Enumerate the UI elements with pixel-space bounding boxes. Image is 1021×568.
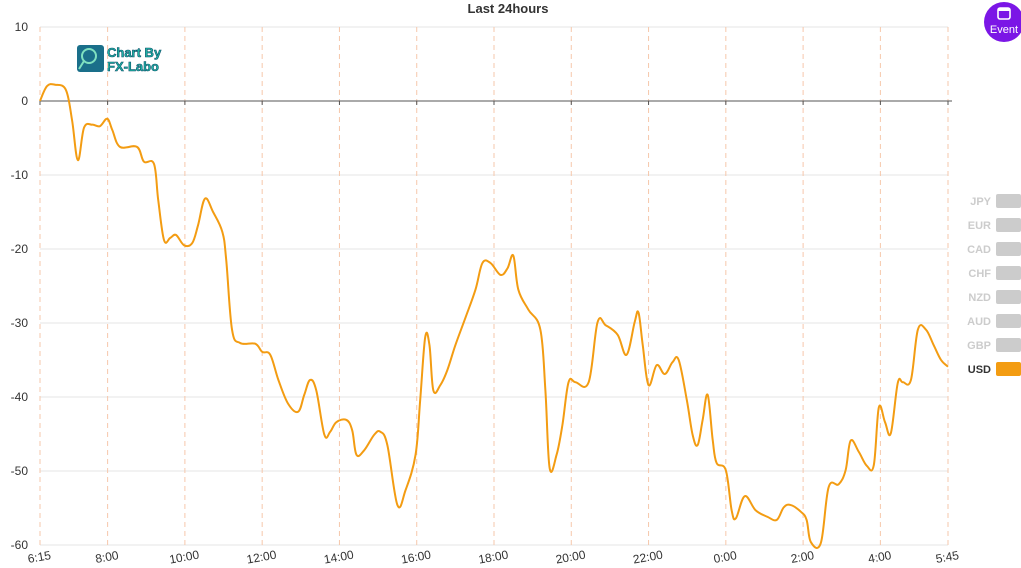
legend-swatch <box>996 242 1021 256</box>
y-tick-label: -50 <box>11 464 29 478</box>
legend-swatch <box>996 266 1021 280</box>
watermark-text: Chart By <box>107 45 162 60</box>
legend-label: GBP <box>967 340 991 352</box>
x-tick-label: 16:00 <box>400 548 432 567</box>
legend-swatch <box>996 194 1021 208</box>
x-tick-label: 4:00 <box>867 548 893 566</box>
x-tick-label: 20:00 <box>555 548 587 567</box>
y-tick-label: -60 <box>11 538 29 552</box>
event-button[interactable]: Event <box>984 2 1021 42</box>
legend-swatch <box>996 290 1021 304</box>
y-tick-label: 0 <box>21 94 28 108</box>
legend-label: AUD <box>967 316 991 328</box>
x-tick-label: 8:00 <box>94 548 120 566</box>
y-tick-label: -40 <box>11 390 29 404</box>
legend-label: CAD <box>967 244 991 256</box>
legend-label: NZD <box>968 292 991 304</box>
legend-swatch <box>996 362 1021 376</box>
legend-swatch <box>996 218 1021 232</box>
y-tick-label: -10 <box>11 168 29 182</box>
x-tick-label: 10:00 <box>168 548 200 567</box>
y-tick-label: -30 <box>11 316 29 330</box>
x-tick-label: 18:00 <box>477 548 509 567</box>
chart-title: Last 24hours <box>468 1 549 16</box>
x-tick-label: 22:00 <box>632 548 664 567</box>
legend-label: JPY <box>970 196 991 208</box>
event-button-bg[interactable] <box>984 2 1021 42</box>
y-tick-label: -20 <box>11 242 29 256</box>
legend-label: USD <box>968 364 991 376</box>
x-tick-label: 6:15 <box>27 548 53 566</box>
line-series <box>39 83 949 549</box>
legend-swatch <box>996 314 1021 328</box>
x-tick-label: 5:45 <box>935 548 961 566</box>
calendar-icon <box>998 8 1010 11</box>
event-label[interactable]: Event <box>990 24 1018 36</box>
legend-label: CHF <box>968 268 991 280</box>
watermark: Chart By FX-Labo <box>77 45 162 74</box>
y-tick-label: 10 <box>15 20 29 34</box>
legend: JPY EUR CAD CHF NZD AUD GBP USD <box>967 194 1021 376</box>
x-tick-label: 2:00 <box>790 548 816 566</box>
x-tick-label: 14:00 <box>323 548 355 567</box>
legend-swatch <box>996 338 1021 352</box>
x-tick-label: 12:00 <box>245 548 277 567</box>
logo-lens <box>81 48 97 64</box>
logo-handle <box>78 60 85 70</box>
legend-label: EUR <box>968 220 991 232</box>
watermark-text: FX-Labo <box>107 59 159 74</box>
x-tick-label: 0:00 <box>712 548 738 566</box>
